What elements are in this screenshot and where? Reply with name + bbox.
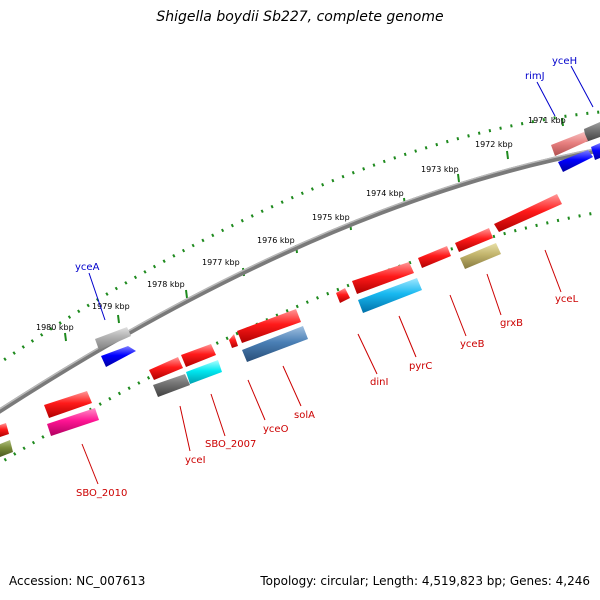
gene-dinI-arrow[interactable] bbox=[336, 288, 350, 303]
gene-blue-upper-arrow[interactable] bbox=[558, 143, 600, 172]
genome-summary-text: Topology: circular; Length: 4,519,823 bp… bbox=[260, 574, 590, 588]
gene-label-pyrC[interactable]: pyrC bbox=[409, 361, 432, 372]
gene-label-grxB[interactable]: grxB bbox=[500, 318, 523, 329]
scale-label-1979: 1979 kbp bbox=[92, 302, 130, 311]
gene-yceL-arrow[interactable] bbox=[494, 194, 562, 232]
gene-yceA-arrow[interactable] bbox=[95, 327, 131, 350]
gene-yceI-arrow[interactable] bbox=[153, 374, 190, 397]
gene-blue-lower-arrow[interactable] bbox=[101, 346, 136, 367]
gene-yceO-arrow[interactable] bbox=[229, 334, 238, 348]
outer-tick-track bbox=[0, 110, 600, 365]
scale-label-1976: 1976 kbp bbox=[257, 236, 295, 245]
gene-label-SBO_2007[interactable]: SBO_2007 bbox=[205, 439, 256, 450]
scale-label-1971: 1971 kbp bbox=[528, 116, 566, 125]
gene-solA-red-arrow[interactable] bbox=[237, 309, 301, 343]
gene-label-yceI[interactable]: yceI bbox=[185, 455, 206, 466]
gene-grxB-body-arrow[interactable] bbox=[455, 228, 493, 252]
scale-label-1972: 1972 kbp bbox=[475, 140, 513, 149]
genome-backbone bbox=[0, 147, 600, 414]
gene-rimJ-arrow[interactable] bbox=[551, 132, 588, 156]
gene-SBO_2007-arrow[interactable] bbox=[186, 360, 222, 384]
gene-solA-arrow[interactable] bbox=[242, 326, 308, 362]
gene-SBO_2007-red-arrow[interactable] bbox=[181, 344, 216, 367]
gene-grxB-arrow[interactable] bbox=[460, 243, 501, 269]
scale-label-1980: 1980 kbp bbox=[36, 323, 74, 332]
label-leaders bbox=[81, 65, 594, 485]
gene-yceH-arrow[interactable] bbox=[584, 122, 600, 142]
scale-label-1977: 1977 kbp bbox=[202, 258, 240, 267]
scale-label-1978: 1978 kbp bbox=[147, 280, 185, 289]
gene-left-olive-arrow[interactable] bbox=[0, 440, 13, 457]
gene-SBO_2010-arrow[interactable] bbox=[47, 408, 99, 436]
gene-label-yceO[interactable]: yceO bbox=[263, 424, 289, 435]
gene-label-yceB[interactable]: yceB bbox=[460, 339, 485, 350]
gene-label-SBO_2010[interactable]: SBO_2010 bbox=[76, 488, 127, 499]
gene-yceI-red-arrow[interactable] bbox=[149, 357, 183, 380]
gene-label-rimJ[interactable]: rimJ bbox=[525, 71, 545, 82]
accession-text: Accession: NC_007613 bbox=[9, 574, 146, 588]
gene-pyrC-red-arrow[interactable] bbox=[352, 262, 414, 294]
scale-label-1974: 1974 kbp bbox=[366, 189, 404, 198]
gene-left-red-arrow[interactable] bbox=[0, 423, 9, 437]
gene-label-yceH[interactable]: yceH bbox=[552, 56, 577, 67]
gene-label-yceL[interactable]: yceL bbox=[555, 294, 579, 305]
gene-SBO_2010-red-arrow[interactable] bbox=[44, 391, 92, 418]
scale-label-1973: 1973 kbp bbox=[421, 165, 459, 174]
gene-label-solA[interactable]: solA bbox=[294, 410, 315, 421]
scale-label-1975: 1975 kbp bbox=[312, 213, 350, 222]
gene-pyrC-arrow[interactable] bbox=[358, 278, 422, 313]
gene-label-yceA[interactable]: yceA bbox=[75, 262, 100, 273]
gene-label-dinI[interactable]: dinI bbox=[370, 377, 388, 388]
map-title: Shigella boydii Sb227, complete genome bbox=[156, 9, 444, 25]
gene-yceB-arrow[interactable] bbox=[418, 246, 451, 268]
